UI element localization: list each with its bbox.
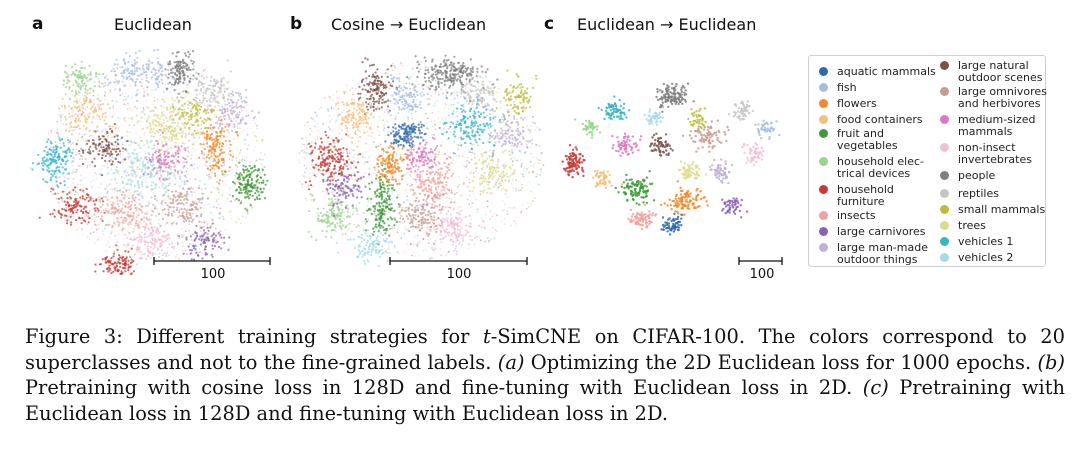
legend-label: fish <box>837 81 857 94</box>
legend-label: large man-made outdoor things <box>837 241 928 266</box>
legend-swatch <box>940 189 949 198</box>
panel-b-letter: b <box>290 14 303 34</box>
panel-a-letter: a <box>32 14 44 34</box>
legend-label: aquatic mammals <box>837 65 936 78</box>
legend-label: flowers <box>837 97 877 110</box>
legend-label: medium-sized mammals <box>958 113 1036 138</box>
caption-b-text: Pretraining with cosine loss in 128D and… <box>25 376 863 399</box>
panel-b-title: Cosine → Euclidean <box>331 15 487 34</box>
caption-c-tag: (c) <box>862 376 889 399</box>
legend-label: small mammals <box>958 203 1046 216</box>
legend-swatch <box>940 221 949 230</box>
panel-c-scale-label: 100 <box>749 267 775 282</box>
figure-caption: Figure 3: Different training strategies … <box>25 324 1065 426</box>
legend-label: large omnivores and herbivores <box>958 85 1047 110</box>
legend-swatch <box>819 67 828 76</box>
panel-a-scale-label: 100 <box>200 267 226 282</box>
panel-b-scale-label: 100 <box>446 267 472 282</box>
legend-swatch <box>819 211 828 220</box>
panel-a-scale-bar <box>153 257 271 265</box>
caption-after-t: -SimCNE on CIFAR-100. The colors corresp… <box>25 325 1065 374</box>
legend-label: insects <box>837 209 876 222</box>
legend-label: food containers <box>837 113 923 126</box>
legend-swatch <box>940 115 949 124</box>
legend-label: household furniture <box>837 183 894 208</box>
panel-b-scale-bar <box>389 257 528 265</box>
caption-prefix: Figure 3: Different training strategies … <box>25 325 483 348</box>
legend-swatch <box>819 157 828 166</box>
superclass-legend: aquatic mammals fish flowers food container… <box>808 55 1047 267</box>
legend-swatch <box>940 253 949 262</box>
panel-c-scale-bar <box>738 257 783 265</box>
caption-b-tag: (b) <box>1037 350 1065 374</box>
legend-label: large carnivores <box>837 225 926 238</box>
legend-swatch <box>940 205 949 214</box>
legend-swatch <box>819 83 828 92</box>
legend-swatch <box>819 129 828 138</box>
legend-label: large natural outdoor scenes <box>958 59 1043 84</box>
legend-label: people <box>958 169 996 182</box>
legend-swatch <box>819 243 828 252</box>
panel-a-embedding <box>30 48 269 275</box>
legend-swatch <box>940 87 949 96</box>
legend-label: fruit and vegetables <box>837 127 898 152</box>
legend-swatch <box>819 99 828 108</box>
panel-c-letter: c <box>544 14 555 34</box>
legend-label: non-insect invertebrates <box>958 141 1032 166</box>
legend-swatch <box>819 115 828 124</box>
panel-a-title: Euclidean <box>114 15 192 34</box>
legend-label: vehicles 1 <box>958 235 1014 248</box>
panel-c-embedding <box>561 82 781 236</box>
legend-swatch <box>940 171 949 180</box>
legend-swatch <box>819 185 828 194</box>
caption-a-text: Optimizing the 2D Euclidean loss for 100… <box>524 350 1038 374</box>
legend-swatch <box>819 227 828 236</box>
legend-label: trees <box>958 219 986 232</box>
legend-label: reptiles <box>958 187 999 200</box>
caption-a-tag: (a) <box>497 350 525 374</box>
legend-swatch <box>940 61 949 70</box>
panel-b-embedding <box>298 54 545 267</box>
legend-swatch <box>940 237 949 246</box>
caption-c-text: Pretraining with Euclidean loss in 128D … <box>25 376 1065 425</box>
panel-c-title: Euclidean → Euclidean <box>577 15 757 34</box>
legend-label: household elec- trical devices <box>837 155 925 180</box>
legend-label: vehicles 2 <box>958 251 1014 264</box>
caption-t: t <box>482 325 491 348</box>
legend-swatch <box>940 143 949 152</box>
